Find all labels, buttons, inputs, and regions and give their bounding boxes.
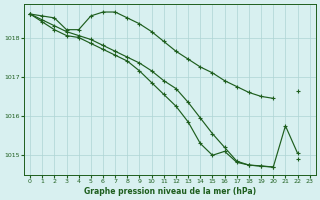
X-axis label: Graphe pression niveau de la mer (hPa): Graphe pression niveau de la mer (hPa) [84,187,256,196]
